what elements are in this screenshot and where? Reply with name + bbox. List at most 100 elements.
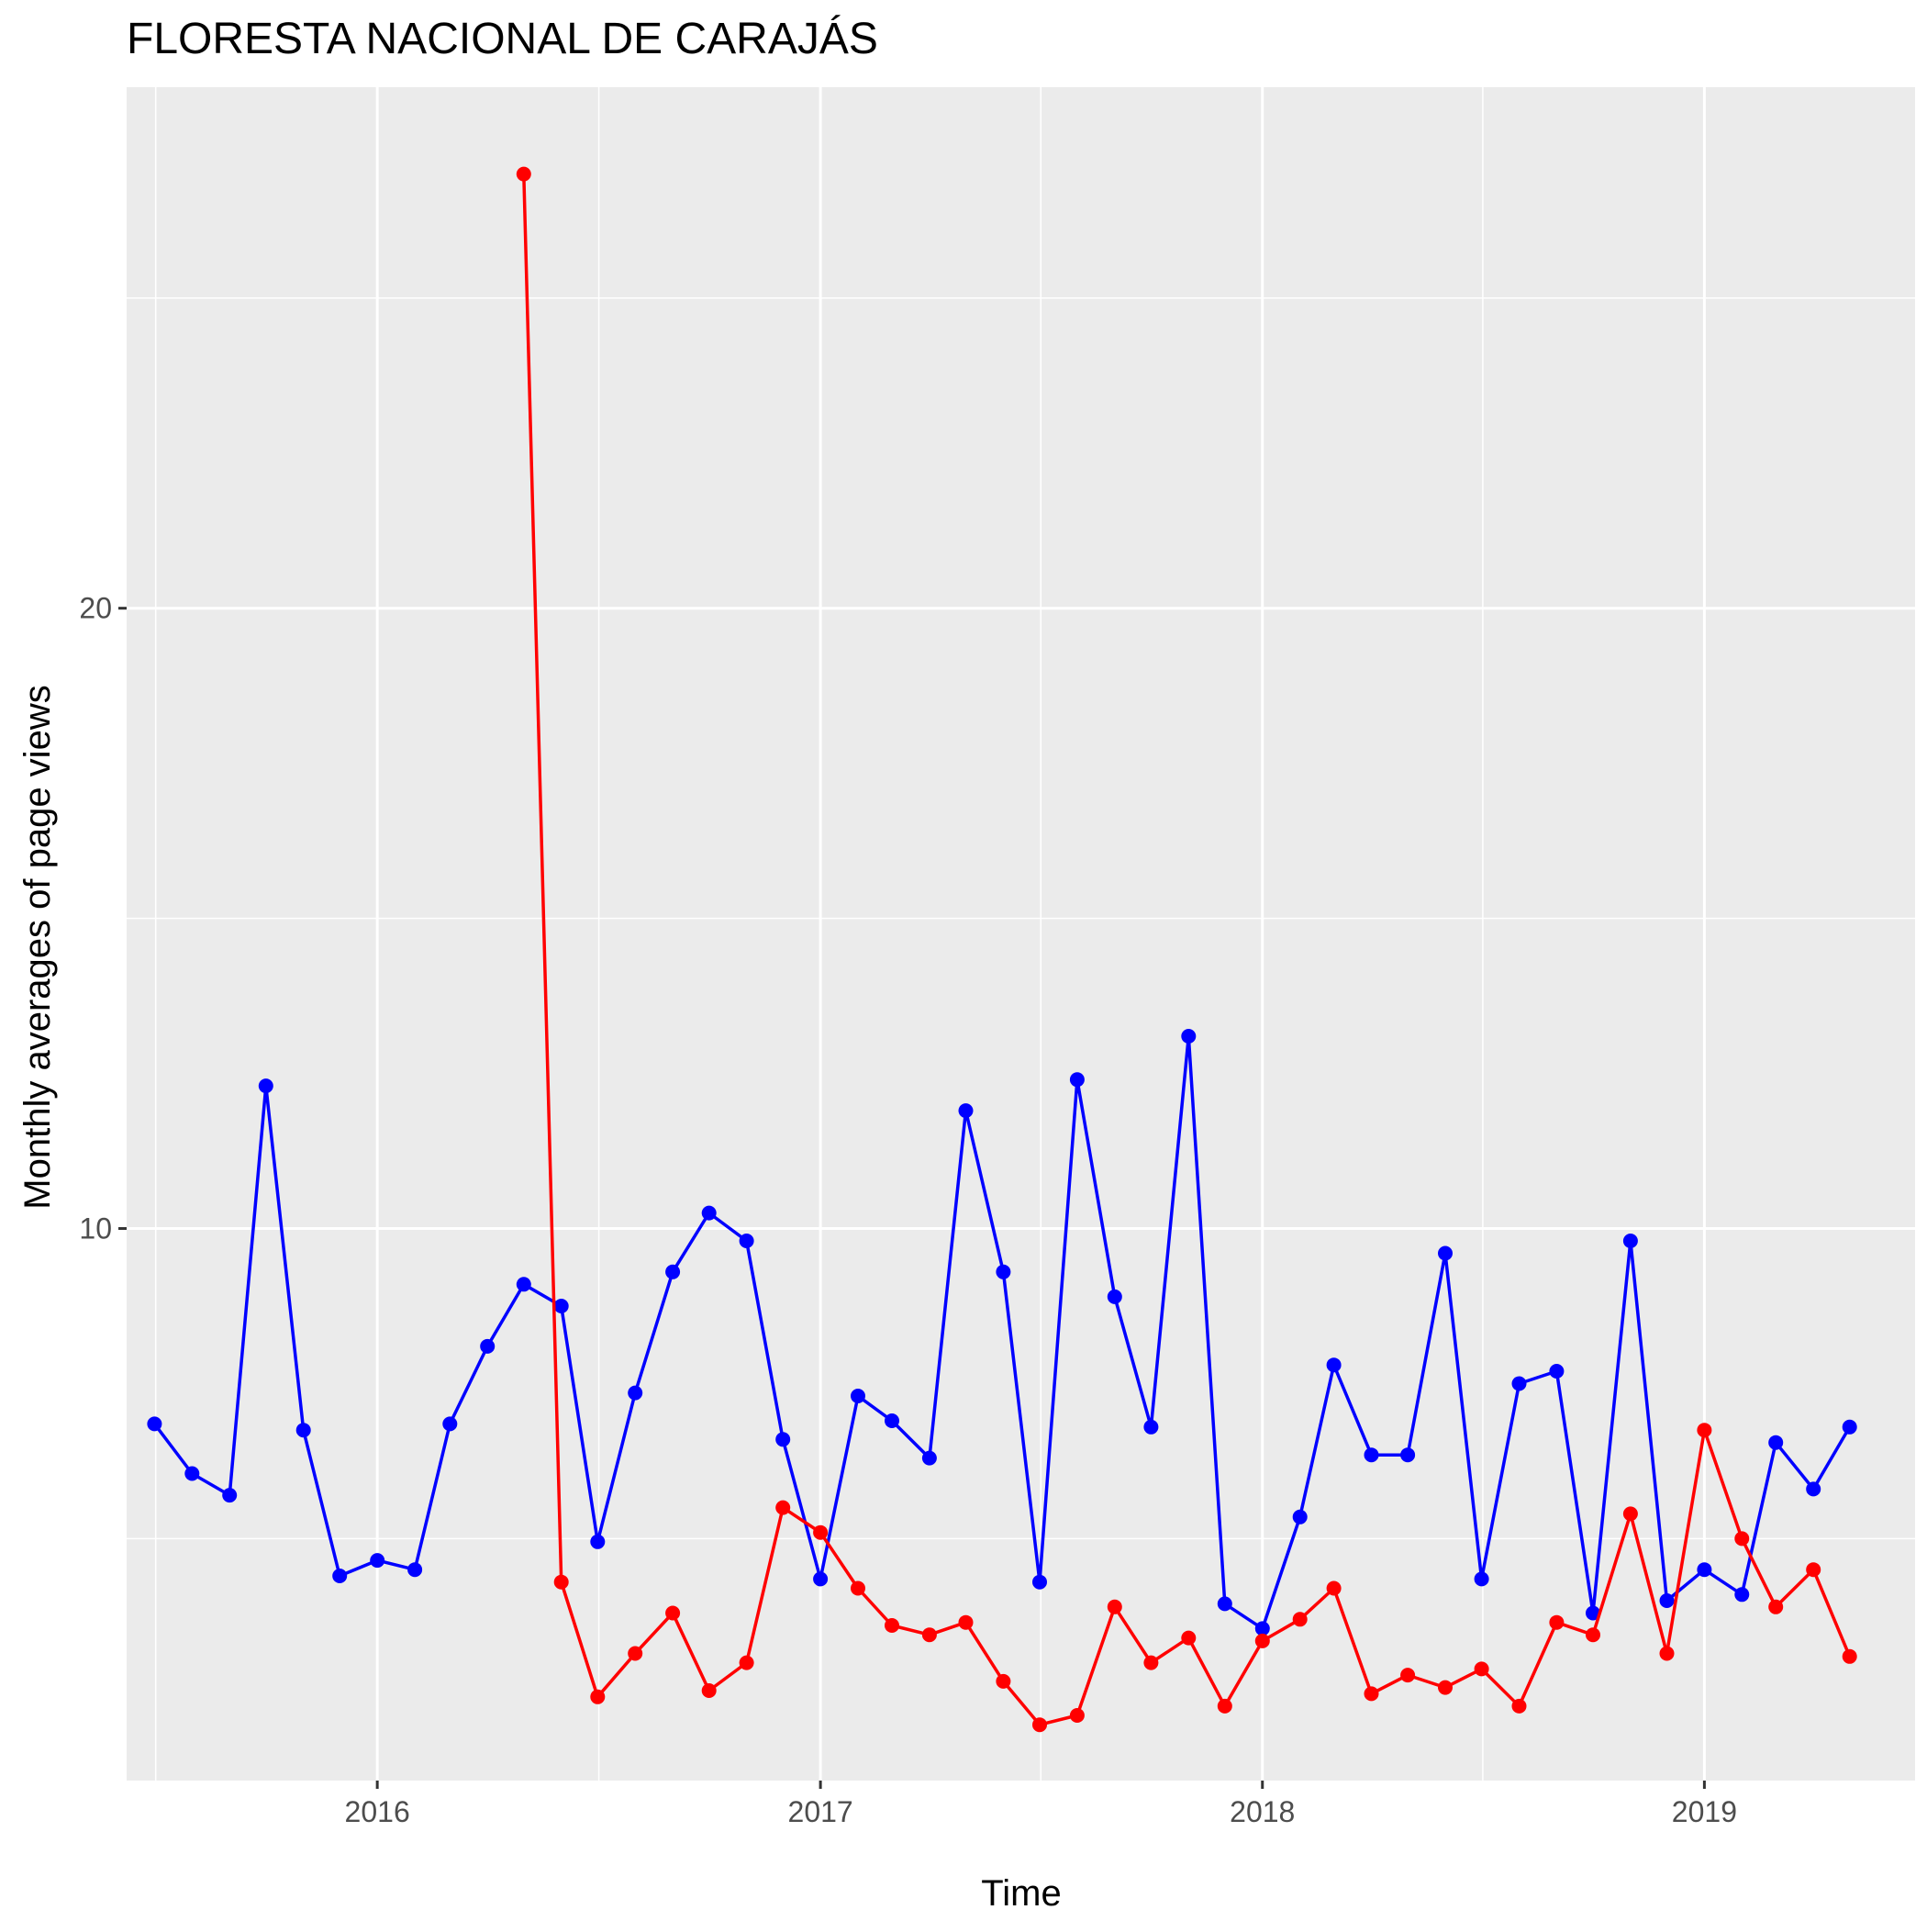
- series-1-point: [1474, 1571, 1489, 1587]
- series-1-point: [1734, 1587, 1750, 1603]
- series-1-point: [1364, 1447, 1379, 1463]
- series-2-point: [1511, 1698, 1527, 1714]
- series-2-point: [775, 1500, 791, 1515]
- series-2-point: [1768, 1599, 1784, 1614]
- series-1-point: [442, 1416, 458, 1432]
- series-1-point: [885, 1413, 899, 1428]
- series-1-point: [295, 1423, 311, 1438]
- chart-title: FLORESTA NACIONAL DE CARAJÁS: [127, 15, 878, 63]
- series-1-point: [222, 1488, 238, 1503]
- series-1-point: [813, 1571, 829, 1587]
- series-1-point: [1254, 1621, 1270, 1636]
- series-1-point: [1659, 1593, 1675, 1608]
- series-2-point: [851, 1580, 865, 1596]
- series-1-point: [1768, 1435, 1784, 1450]
- series-1-point: [516, 1277, 531, 1292]
- x-tick-label: 2017: [788, 1795, 853, 1828]
- series-1-point: [407, 1562, 423, 1578]
- series-2-point: [701, 1683, 717, 1698]
- x-tick-label: 2016: [345, 1795, 410, 1828]
- series-layer: [147, 166, 1857, 1733]
- series-1-point: [1107, 1289, 1122, 1304]
- series-1-point: [184, 1466, 200, 1481]
- series-1-point: [1181, 1029, 1197, 1044]
- series-1-point: [958, 1103, 974, 1119]
- series-2-point: [996, 1673, 1011, 1689]
- series-1-point: [590, 1534, 606, 1549]
- series-1-point: [1069, 1072, 1085, 1088]
- series-1-point: [1326, 1357, 1342, 1373]
- series-2-point: [1659, 1646, 1675, 1661]
- series-1-point: [1400, 1447, 1416, 1463]
- series-2-point: [1400, 1668, 1416, 1683]
- series-2-point: [1364, 1686, 1379, 1702]
- y-tick-label: 20: [79, 592, 112, 625]
- series-2-point: [1697, 1423, 1712, 1438]
- series-1-point: [1511, 1376, 1527, 1391]
- series-2-point: [1326, 1580, 1342, 1596]
- series-1-point: [739, 1234, 754, 1248]
- x-tick-label: 2019: [1672, 1795, 1737, 1828]
- series-2-point: [1622, 1506, 1638, 1522]
- series-1-point: [258, 1078, 273, 1094]
- series-2-point: [1254, 1633, 1270, 1648]
- series-1-point: [1806, 1481, 1821, 1497]
- series-2-point: [885, 1618, 899, 1633]
- series-2-point: [1217, 1698, 1232, 1714]
- x-axis: 2016 2017 2018 2019: [345, 1781, 1737, 1828]
- series-1-point: [1438, 1245, 1453, 1261]
- series-2-point: [1107, 1599, 1122, 1614]
- series-1-point: [1622, 1234, 1638, 1248]
- series-1-point: [996, 1264, 1011, 1279]
- series-2-point: [665, 1605, 681, 1621]
- series-1-point: [665, 1264, 681, 1279]
- y-tick-label: 10: [79, 1212, 112, 1245]
- series-2-point: [553, 1574, 569, 1590]
- minor-gridlines: [127, 87, 1915, 1781]
- series-2-point: [590, 1689, 606, 1704]
- series-2-point: [1474, 1661, 1489, 1677]
- y-axis: 10 20: [79, 592, 127, 1245]
- series-2-point: [1549, 1614, 1565, 1630]
- series-2-point: [1292, 1612, 1308, 1627]
- series-1-point: [370, 1553, 385, 1569]
- series-1-point: [1032, 1574, 1047, 1590]
- series-1-point: [1549, 1364, 1565, 1379]
- series-2-point: [1842, 1648, 1857, 1664]
- series-1-point: [628, 1385, 643, 1401]
- series-2-point: [1143, 1655, 1159, 1670]
- series-1-point: [701, 1205, 717, 1221]
- x-tick-label: 2018: [1230, 1795, 1295, 1828]
- series-2-point: [1181, 1630, 1197, 1646]
- series-1-point: [332, 1569, 348, 1583]
- series-1-point: [851, 1389, 865, 1403]
- x-axis-title: Time: [981, 1873, 1061, 1914]
- series-2-point: [1806, 1562, 1821, 1578]
- series-1-point: [1217, 1596, 1232, 1612]
- series-2-point: [739, 1655, 754, 1670]
- series-2-point: [958, 1614, 974, 1630]
- series-2-point: [921, 1627, 937, 1643]
- series-2-point: [628, 1646, 643, 1661]
- series-1-point: [147, 1416, 162, 1432]
- series-1-point: [480, 1338, 496, 1354]
- series-2-point: [1734, 1531, 1750, 1547]
- series-2-point: [1032, 1717, 1047, 1733]
- series-2-point: [1069, 1708, 1085, 1723]
- series-1-point: [775, 1432, 791, 1447]
- series-1-point: [1143, 1419, 1159, 1435]
- series-2-point: [813, 1524, 829, 1540]
- major-gridlines: [127, 87, 1915, 1781]
- plot-panel: [127, 87, 1915, 1781]
- series-2-point: [1586, 1627, 1600, 1643]
- series-1-point: [1697, 1562, 1712, 1578]
- y-axis-title: Monthly averages of page views: [17, 685, 58, 1209]
- series-1-point: [1292, 1509, 1308, 1524]
- series-1-point: [553, 1299, 569, 1313]
- series-2-point: [516, 166, 531, 182]
- series-1-point: [1586, 1605, 1600, 1621]
- series-1-point: [921, 1450, 937, 1466]
- series-2-point: [1438, 1680, 1453, 1695]
